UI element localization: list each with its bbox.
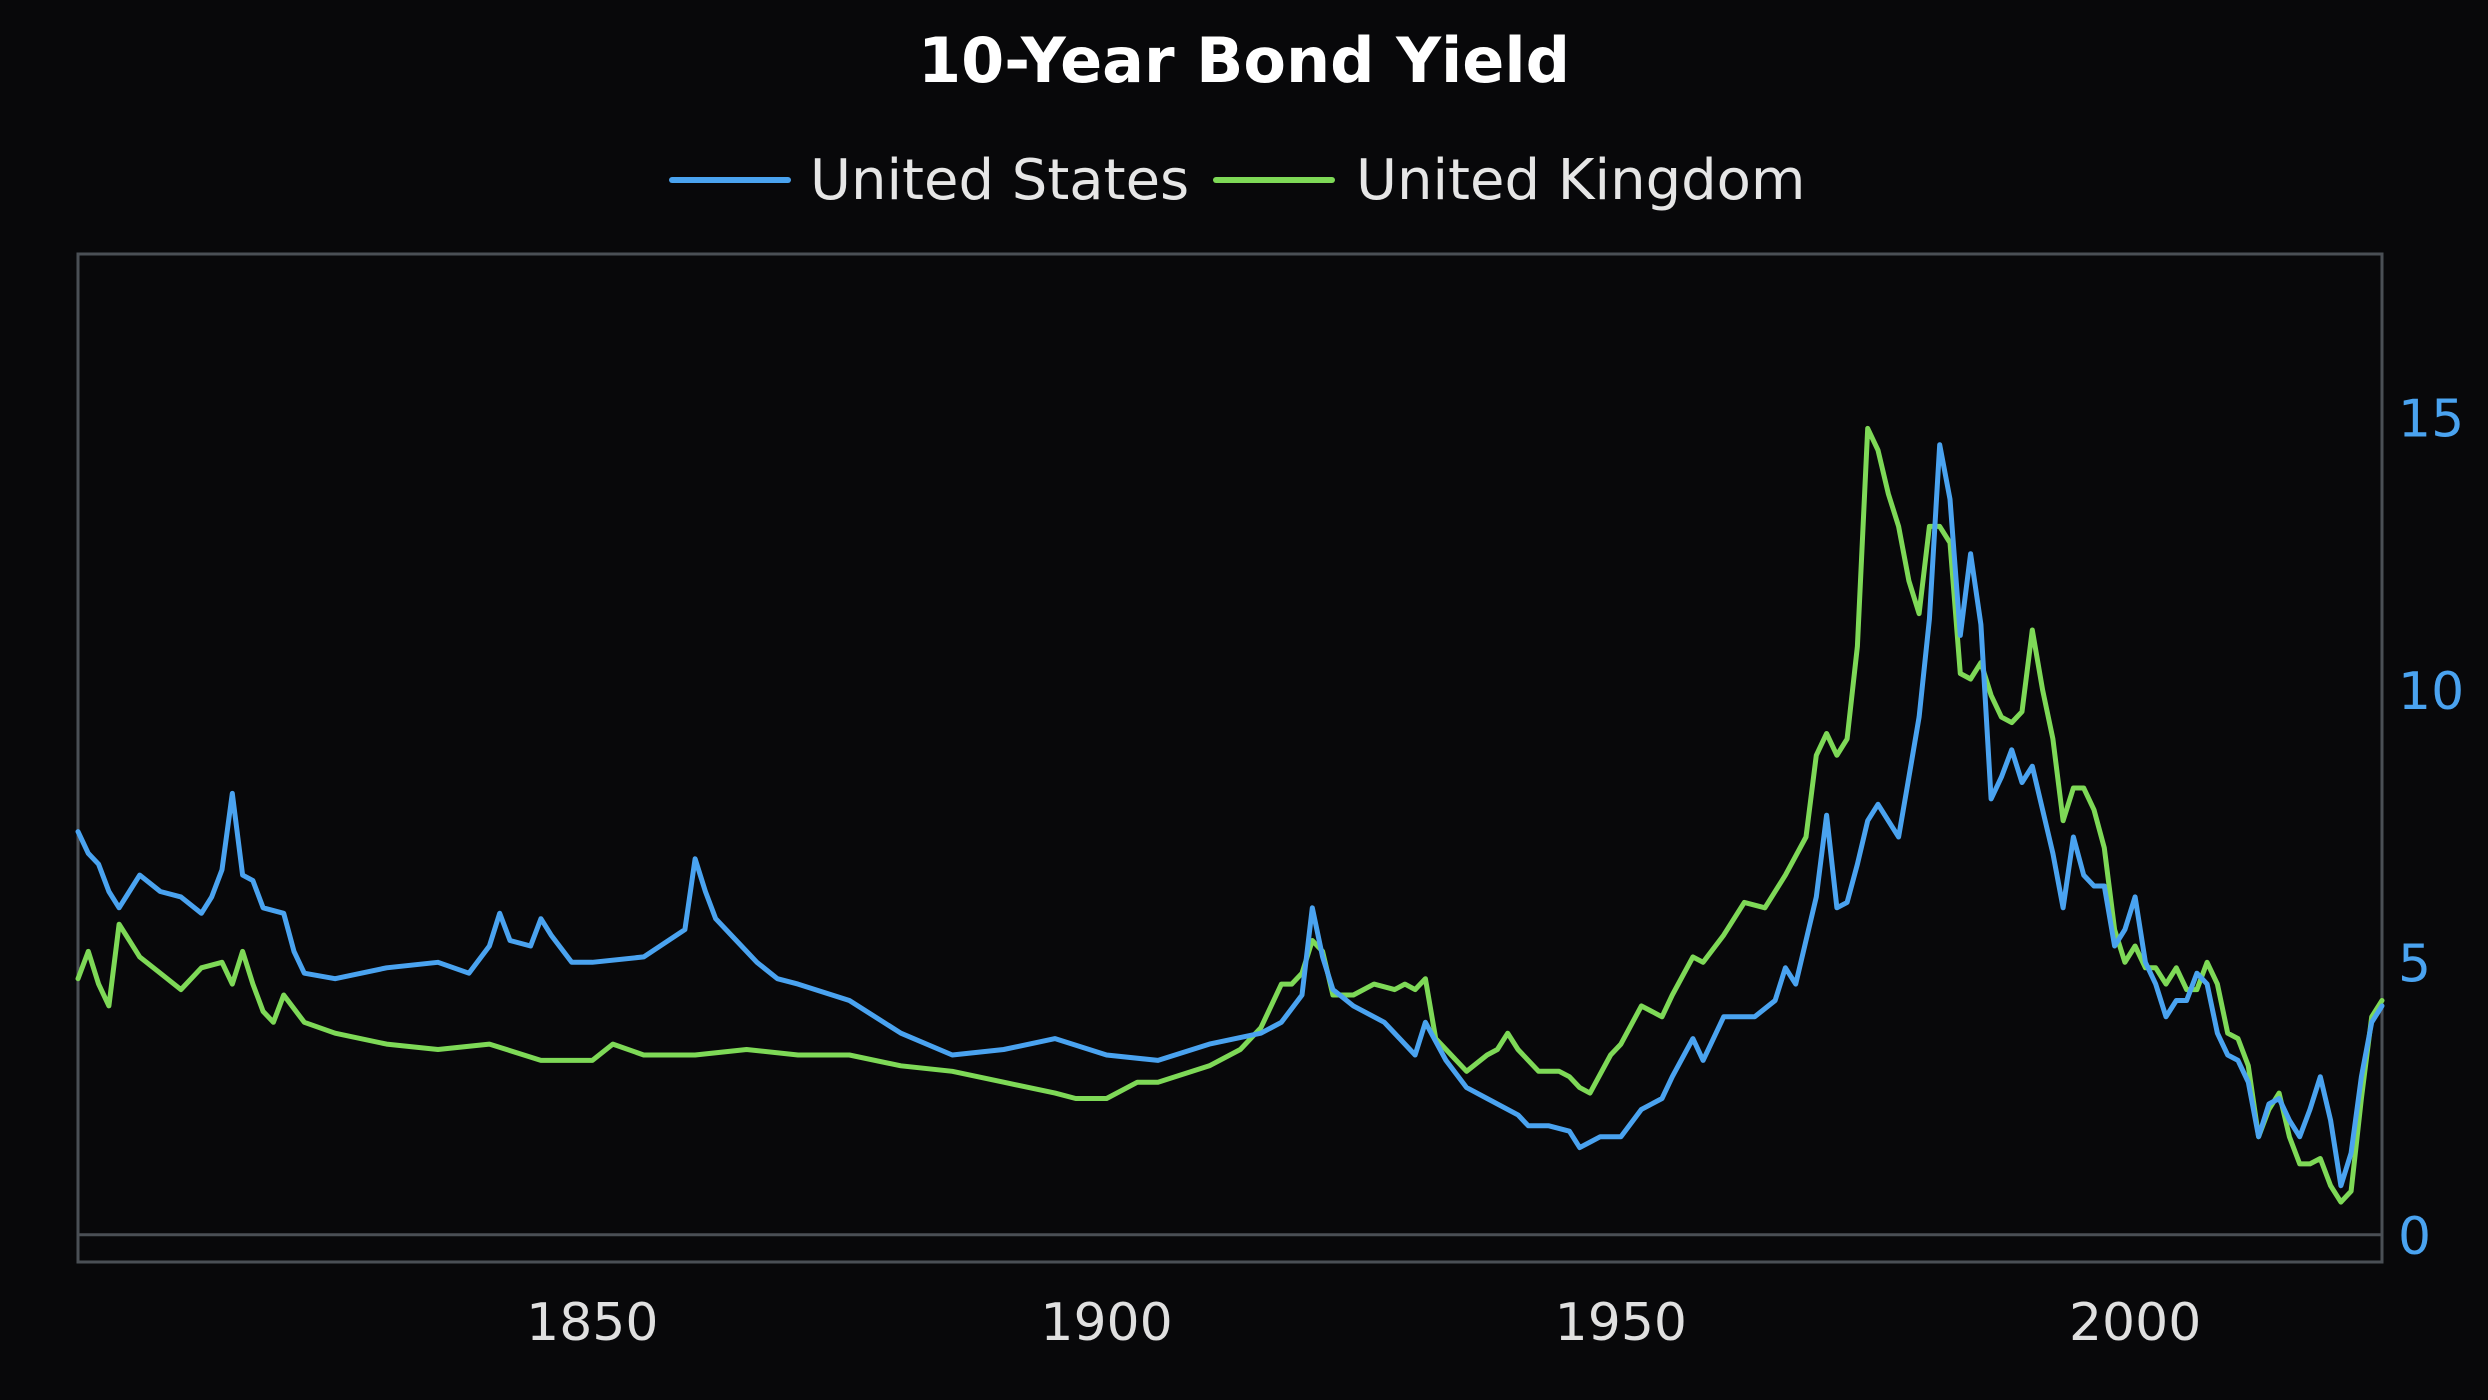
x-tick-label: 1900 [1040,1293,1172,1353]
legend: United States United Kingdom [669,148,1805,213]
legend-label-united-kingdom: United Kingdom [1356,148,1805,213]
y-tick-label: 10 [2398,662,2464,722]
x-axis: 1850 1900 1950 2000 [526,1293,2201,1353]
series-line-united-kingdom [75,425,2385,1205]
y-axis: 0 5 10 15 [2398,389,2464,1266]
chart-title: 10-Year Bond Yield [918,24,1570,97]
plot-frame [76,252,2384,1264]
series-line-united-states [75,442,2385,1189]
y-tick-label: 5 [2398,934,2431,994]
x-tick-label: 1950 [1555,1293,1687,1353]
x-tick-label: 1850 [526,1293,658,1353]
x-tick-label: 2000 [2069,1293,2201,1353]
y-tick-label: 15 [2398,389,2464,449]
y-tick-label: 0 [2398,1207,2431,1267]
legend-label-united-states: United States [810,148,1189,213]
series-layer [75,425,2385,1205]
